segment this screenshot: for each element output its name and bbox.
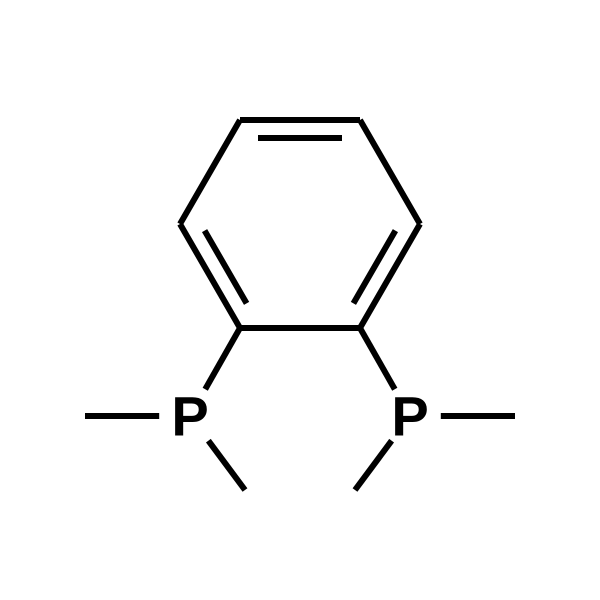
bond	[205, 328, 240, 389]
bond	[355, 441, 392, 490]
chemical-structure: PP	[0, 0, 600, 600]
bond	[360, 328, 395, 389]
bond	[205, 231, 247, 304]
bond	[208, 441, 245, 490]
atom-label-p: P	[391, 385, 428, 448]
bond	[353, 231, 395, 304]
bond	[360, 120, 420, 224]
bond	[180, 120, 240, 224]
atom-label-p: P	[171, 385, 208, 448]
